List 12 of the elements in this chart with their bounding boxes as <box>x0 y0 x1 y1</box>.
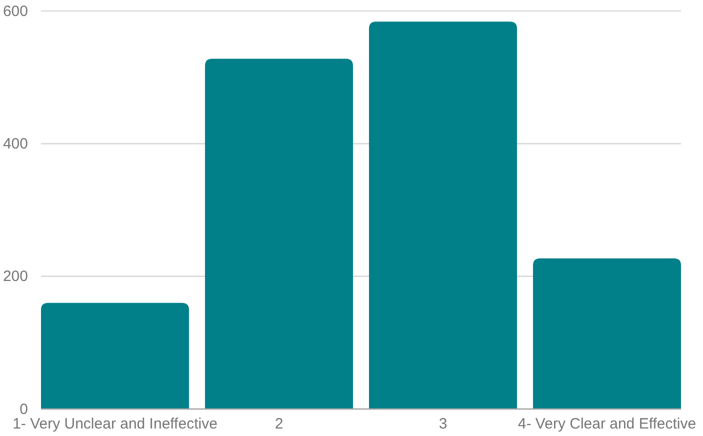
x-tick-label: 4- Very Clear and Effective <box>518 416 696 433</box>
y-tick-label: 0 <box>20 400 28 418</box>
x-tick-label: 2 <box>274 416 284 433</box>
y-tick-label: 400 <box>2 135 28 152</box>
bar <box>369 22 517 409</box>
bar <box>41 302 189 409</box>
x-tick-label: 1- Very Unclear and Ineffective <box>12 416 218 433</box>
y-tick-label: 200 <box>2 268 28 286</box>
bar <box>533 258 681 409</box>
bar <box>205 58 353 409</box>
y-tick-label: 600 <box>2 2 28 20</box>
x-tick-label: 3 <box>438 416 448 433</box>
